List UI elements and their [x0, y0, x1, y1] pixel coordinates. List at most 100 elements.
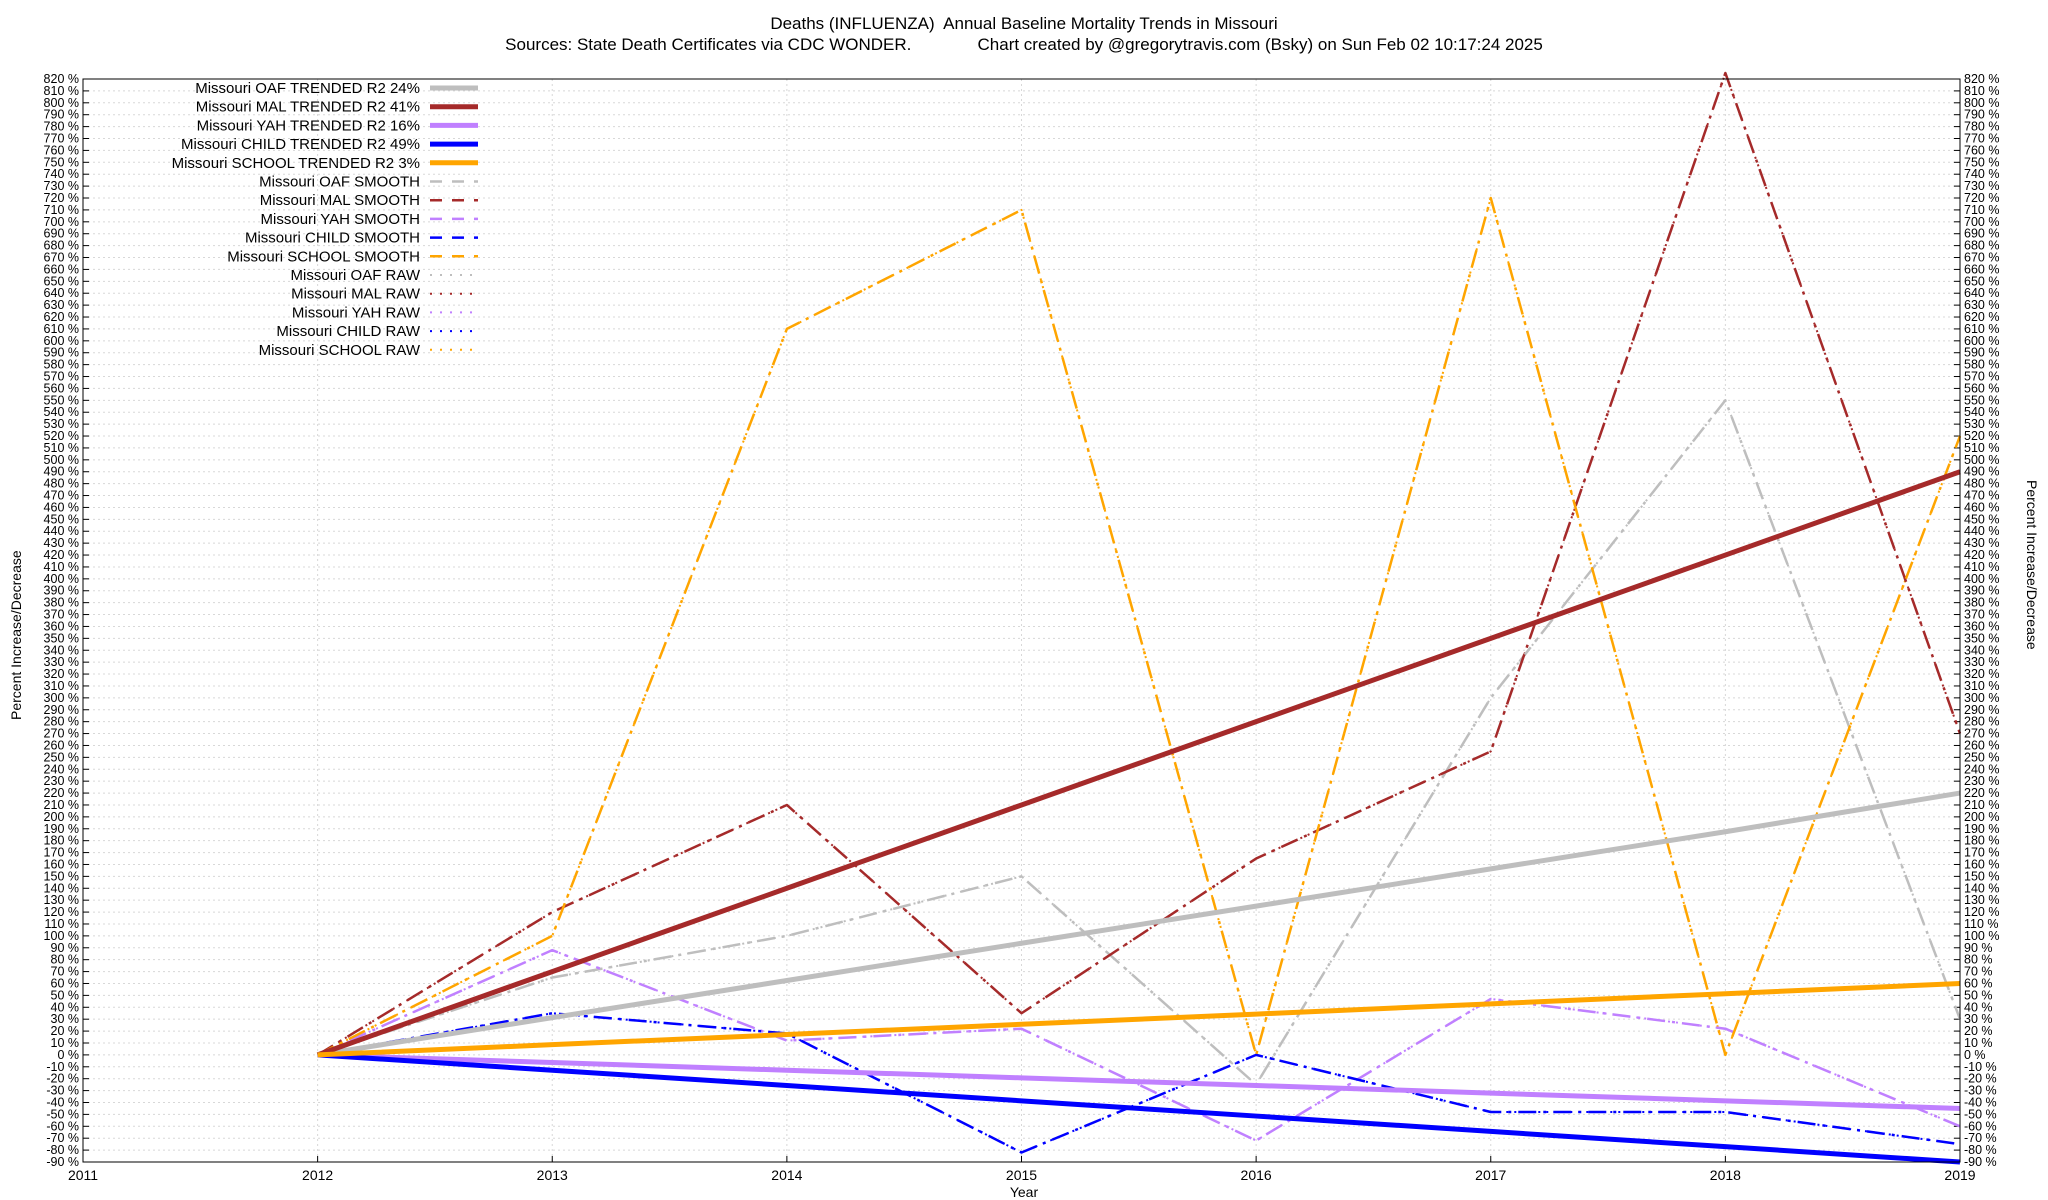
- y-tick-label-left: 460 %: [44, 500, 79, 514]
- y-tick-label-left: 20 %: [51, 1024, 80, 1038]
- legend-label: Missouri CHILD RAW: [276, 323, 420, 340]
- y-tick-label-left: 540 %: [44, 405, 79, 419]
- y-tick-label-right: 270 %: [1964, 727, 1999, 741]
- y-tick-label-left: 120 %: [44, 905, 79, 919]
- y-tick-label-left: 620 %: [44, 310, 79, 324]
- y-tick-label-right: 100 %: [1964, 929, 1999, 943]
- y-tick-label-right: -80 %: [1964, 1143, 1997, 1157]
- y-tick-label-right: 760 %: [1964, 143, 1999, 157]
- series-line-missouri-oaf-smooth: [317, 399, 1962, 1086]
- y-tick-label-left: 780 %: [44, 120, 79, 134]
- y-tick-label-right: -20 %: [1964, 1072, 1997, 1086]
- y-tick-label-right: -60 %: [1964, 1119, 1997, 1133]
- y-tick-label-right: 790 %: [1964, 108, 1999, 122]
- y-tick-label-left: 210 %: [44, 798, 79, 812]
- x-tick-label: 2019: [1944, 1167, 1975, 1183]
- y-tick-label-right: 140 %: [1964, 881, 1999, 895]
- y-tick-label-left: 750 %: [44, 155, 79, 169]
- y-tick-label-left: 800 %: [44, 96, 79, 110]
- y-tick-label-left: 810 %: [44, 84, 79, 98]
- y-tick-label-left: 410 %: [44, 560, 79, 574]
- y-tick-label-right: 290 %: [1964, 703, 1999, 717]
- y-tick-label-left: 280 %: [44, 715, 79, 729]
- series-line-missouri-school-trended-r2-3: [317, 980, 1961, 1058]
- legend-label: Missouri OAF RAW: [291, 267, 421, 284]
- y-tick-label-left: 90 %: [51, 941, 80, 955]
- y-tick-label-right: 660 %: [1964, 262, 1999, 276]
- y-tick-label-left: 70 %: [51, 965, 80, 979]
- y-tick-label-left: 550 %: [44, 393, 79, 407]
- y-tick-label-right: -50 %: [1964, 1107, 1997, 1121]
- y-tick-label-left: 0 %: [57, 1048, 79, 1062]
- y-tick-label-right: 440 %: [1964, 524, 1999, 538]
- y-tick-label-right: 350 %: [1964, 631, 1999, 645]
- y-tick-label-right: 780 %: [1964, 120, 1999, 134]
- y-tick-label-left: 450 %: [44, 512, 79, 526]
- y-tick-label-left: 650 %: [44, 274, 79, 288]
- x-tick-label: 2013: [537, 1167, 568, 1183]
- y-tick-label-right: 150 %: [1964, 869, 1999, 883]
- y-tick-label-right: 450 %: [1964, 512, 1999, 526]
- series-line-missouri-yah-raw: [317, 949, 1961, 1142]
- y-tick-label-left: 820 %: [44, 72, 79, 86]
- y-tick-label-left: 80 %: [51, 953, 80, 967]
- x-tick-label: 2014: [771, 1167, 802, 1183]
- y-tick-label-right: 190 %: [1964, 822, 1999, 836]
- y-tick-label-left: 320 %: [44, 667, 79, 681]
- y-tick-label-right: -70 %: [1964, 1131, 1997, 1145]
- y-tick-label-right: 20 %: [1964, 1024, 1993, 1038]
- y-tick-label-left: 710 %: [44, 203, 79, 217]
- y-tick-label-left: 730 %: [44, 179, 79, 193]
- y-tick-label-right: 480 %: [1964, 477, 1999, 491]
- y-tick-label-left: 690 %: [44, 227, 79, 241]
- y-tick-label-left: 640 %: [44, 286, 79, 300]
- y-tick-label-right: 540 %: [1964, 405, 1999, 419]
- y-tick-label-right: 380 %: [1964, 596, 1999, 610]
- legend-label: Missouri OAF SMOOTH: [259, 174, 420, 191]
- legend-label: Missouri YAH RAW: [292, 304, 421, 321]
- y-tick-label-right: 110 %: [1964, 917, 1999, 931]
- series-line-missouri-oaf-raw: [317, 399, 1961, 1086]
- x-tick-label: 2011: [68, 1167, 98, 1183]
- y-tick-label-right: 80 %: [1964, 953, 1993, 967]
- y-tick-label-right: 680 %: [1964, 239, 1999, 253]
- y-tick-label-left: 520 %: [44, 429, 79, 443]
- y-tick-label-right: 200 %: [1964, 810, 1999, 824]
- legend-label: Missouri YAH SMOOTH: [261, 211, 420, 228]
- y-tick-label-right: 0 %: [1964, 1048, 1986, 1062]
- y-tick-label-left: 760 %: [44, 143, 79, 157]
- y-tick-label-right: 570 %: [1964, 370, 1999, 384]
- y-tick-label-left: 260 %: [44, 738, 79, 752]
- y-tick-label-right: 670 %: [1964, 251, 1999, 265]
- y-tick-label-right: 650 %: [1964, 274, 1999, 288]
- legend-label: Missouri SCHOOL TRENDED R2 3%: [172, 155, 420, 172]
- y-tick-label-right: 220 %: [1964, 786, 1999, 800]
- y-tick-label-right: 330 %: [1964, 655, 1999, 669]
- y-tick-label-right: 400 %: [1964, 572, 1999, 586]
- y-tick-label-left: 150 %: [44, 869, 79, 883]
- series-line-missouri-mal-smooth: [316, 71, 1962, 1056]
- y-tick-label-left: 140 %: [44, 881, 79, 895]
- y-tick-label-left: 740 %: [44, 167, 79, 181]
- y-tick-label-left: 110 %: [44, 917, 79, 931]
- y-tick-label-left: 370 %: [44, 608, 79, 622]
- y-tick-label-right: 430 %: [1964, 536, 1999, 550]
- legend-label: Missouri CHILD TRENDED R2 49%: [181, 136, 420, 153]
- y-tick-label-left: 220 %: [44, 786, 79, 800]
- y-tick-label-left: 430 %: [44, 536, 79, 550]
- y-tick-label-right: 30 %: [1964, 1012, 1993, 1026]
- y-tick-label-right: 560 %: [1964, 381, 1999, 395]
- y-tick-label-right: 550 %: [1964, 393, 1999, 407]
- y-tick-label-right: 810 %: [1964, 84, 1999, 98]
- y-tick-label-left: 180 %: [44, 834, 79, 848]
- y-tick-label-left: 510 %: [44, 441, 79, 455]
- y-tick-label-right: 360 %: [1964, 619, 1999, 633]
- series-line-missouri-child-smooth: [317, 1011, 1961, 1154]
- y-tick-label-left: 160 %: [44, 857, 79, 871]
- y-tick-label-right: 230 %: [1964, 774, 1999, 788]
- y-tick-label-left: 310 %: [44, 679, 79, 693]
- y-tick-label-left: 490 %: [44, 465, 79, 479]
- y-tick-label-right: 700 %: [1964, 215, 1999, 229]
- x-tick-label: 2018: [1710, 1167, 1741, 1183]
- y-tick-label-right: 170 %: [1964, 846, 1999, 860]
